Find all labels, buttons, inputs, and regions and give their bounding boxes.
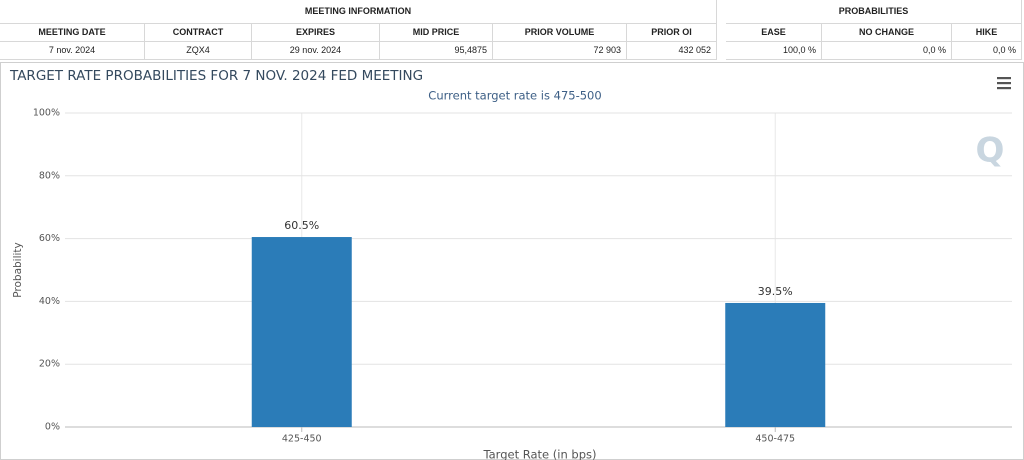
y-tick-label: 80% [39,170,60,181]
bar [725,302,826,427]
data-label: 39.5% [758,285,793,298]
table-title: PROBABILITIES [726,0,1022,24]
table-cell: 7 nov. 2024 [0,42,145,60]
table-cell: 0,0 % [822,42,952,60]
column-header: EASE [726,24,822,42]
column-header: HIKE [952,24,1022,42]
table-cell: ZQX4 [145,42,252,60]
table-cell: 29 nov. 2024 [252,42,380,60]
table-cell: 95,4875 [380,42,493,60]
table-cell: 72 903 [493,42,627,60]
y-axis-title: Probability [12,242,24,298]
column-header: PRIOR OI [627,24,717,42]
table-cell: 432 052 [627,42,717,60]
y-tick-label: 0% [45,422,60,433]
column-header: MEETING DATE [0,24,145,42]
y-tick-label: 20% [39,359,60,370]
table-title: MEETING INFORMATION [0,0,717,24]
logo: Q [976,131,1005,171]
table-cell: 0,0 % [952,42,1022,60]
y-tick-label: 40% [39,296,60,307]
column-header: MID PRICE [380,24,493,42]
table-cell: 100,0 % [726,42,822,60]
column-header: EXPIRES [252,24,380,42]
chart-title: TARGET RATE PROBABILITIES FOR 7 NOV. 202… [9,68,423,84]
menu-icon[interactable] [997,77,1011,90]
y-tick-label: 100% [33,108,60,119]
x-tick-label: 450-475 [755,434,795,445]
column-header: PRIOR VOLUME [493,24,627,42]
column-header: CONTRACT [145,24,252,42]
x-tick-label: 425-450 [282,434,322,445]
column-header: NO CHANGE [822,24,952,42]
bar [251,237,352,427]
y-tick-label: 60% [39,233,60,244]
x-axis-title: Target Rate (in bps) [483,448,597,460]
chart-subtitle: Current target rate is 475-500 [428,89,601,103]
data-label: 60.5% [284,219,319,232]
